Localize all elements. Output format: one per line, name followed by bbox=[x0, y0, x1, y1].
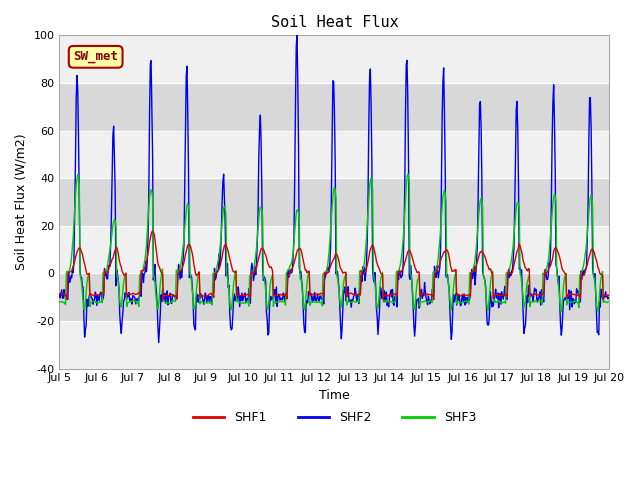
Line: SHF2: SHF2 bbox=[60, 35, 609, 343]
SHF3 bbox=[605, 299, 612, 305]
SHF2 bbox=[56, 292, 63, 298]
Bar bbox=[60, 178, 609, 226]
SHF2 bbox=[155, 340, 163, 346]
SHF2 bbox=[293, 32, 301, 38]
Bar bbox=[60, 36, 609, 83]
SHF3 bbox=[418, 299, 426, 305]
SHF1 bbox=[207, 291, 215, 297]
SHF1 bbox=[56, 291, 63, 297]
X-axis label: Time: Time bbox=[319, 389, 350, 402]
Bar bbox=[60, 226, 609, 273]
Title: Soil Heat Flux: Soil Heat Flux bbox=[271, 15, 398, 30]
Bar bbox=[60, 131, 609, 178]
SHF1 bbox=[605, 292, 612, 298]
SHF2 bbox=[605, 295, 612, 300]
SHF2 bbox=[65, 279, 73, 285]
Y-axis label: Soil Heat Flux (W/m2): Soil Heat Flux (W/m2) bbox=[15, 133, 28, 270]
Legend: SHF1, SHF2, SHF3: SHF1, SHF2, SHF3 bbox=[188, 406, 481, 429]
SHF3 bbox=[404, 171, 412, 177]
SHF3 bbox=[557, 308, 565, 314]
SHF1 bbox=[430, 297, 438, 302]
SHF1 bbox=[402, 258, 410, 264]
Line: SHF3: SHF3 bbox=[60, 174, 609, 311]
SHF3 bbox=[122, 273, 130, 278]
SHF3 bbox=[178, 256, 186, 262]
SHF3 bbox=[207, 300, 214, 306]
SHF2 bbox=[179, 264, 186, 270]
SHF3 bbox=[401, 211, 408, 216]
SHF2 bbox=[122, 293, 130, 299]
SHF1 bbox=[418, 290, 426, 296]
SHF1 bbox=[179, 264, 186, 270]
SHF2 bbox=[403, 61, 410, 67]
SHF1 bbox=[122, 270, 130, 276]
SHF2 bbox=[419, 295, 426, 301]
Bar bbox=[60, 273, 609, 321]
Text: SW_met: SW_met bbox=[73, 50, 118, 63]
Bar bbox=[60, 83, 609, 131]
SHF1 bbox=[65, 270, 73, 276]
SHF3 bbox=[56, 299, 63, 304]
SHF2 bbox=[207, 300, 215, 305]
SHF3 bbox=[65, 268, 73, 274]
SHF1 bbox=[148, 228, 156, 234]
Bar bbox=[60, 321, 609, 369]
Line: SHF1: SHF1 bbox=[60, 231, 609, 300]
